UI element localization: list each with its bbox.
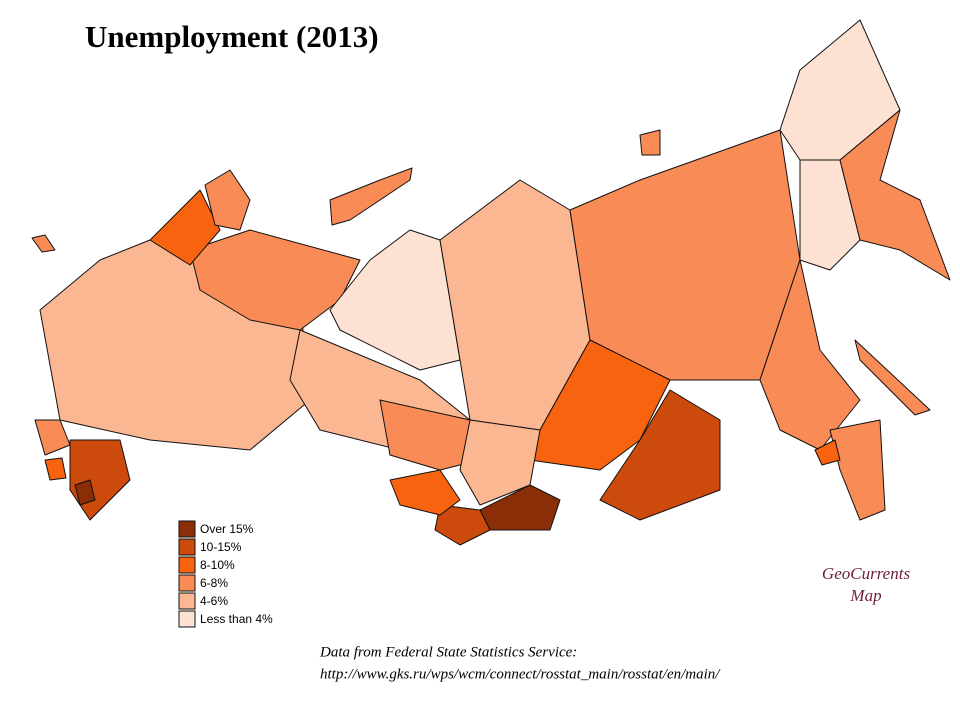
region — [599, 389, 721, 521]
legend-swatch — [178, 520, 196, 538]
legend-swatch — [178, 610, 196, 628]
region — [189, 229, 361, 331]
region — [639, 129, 661, 156]
source-note: Data from Federal State Statistics Servi… — [319, 644, 577, 660]
legend-swatch — [178, 592, 196, 610]
region — [44, 457, 67, 481]
brand-subtitle: Map — [849, 586, 881, 605]
legend-label: 4-6% — [200, 594, 228, 608]
region — [799, 159, 861, 271]
legend-swatch — [178, 538, 196, 556]
legend-label: 10-15% — [200, 540, 242, 554]
region — [31, 234, 56, 253]
region — [389, 469, 461, 516]
legend-swatch — [178, 574, 196, 592]
region — [434, 504, 491, 546]
regions — [31, 19, 951, 546]
region — [149, 189, 221, 266]
region — [379, 399, 481, 471]
region — [839, 109, 951, 281]
brand-name: GeoCurrents — [822, 564, 911, 583]
region — [814, 439, 841, 466]
legend-label: 6-8% — [200, 576, 228, 590]
legend: Over 15% 10-15% 8-10% 6-8% 4-6% Less than 4% — [178, 520, 273, 628]
region — [204, 169, 251, 231]
region — [854, 339, 931, 416]
legend-label: Less than 4% — [200, 612, 273, 626]
source-url: http://www.gks.ru/wps/wcm/connect/rossta… — [320, 666, 721, 682]
legend-label: 8-10% — [200, 558, 235, 572]
region — [829, 419, 886, 521]
map-title: Unemployment (2013) — [85, 19, 379, 54]
legend-swatch — [178, 556, 196, 574]
legend-label: Over 15% — [200, 522, 254, 536]
region — [459, 419, 541, 506]
region — [329, 167, 413, 226]
region — [74, 479, 96, 506]
